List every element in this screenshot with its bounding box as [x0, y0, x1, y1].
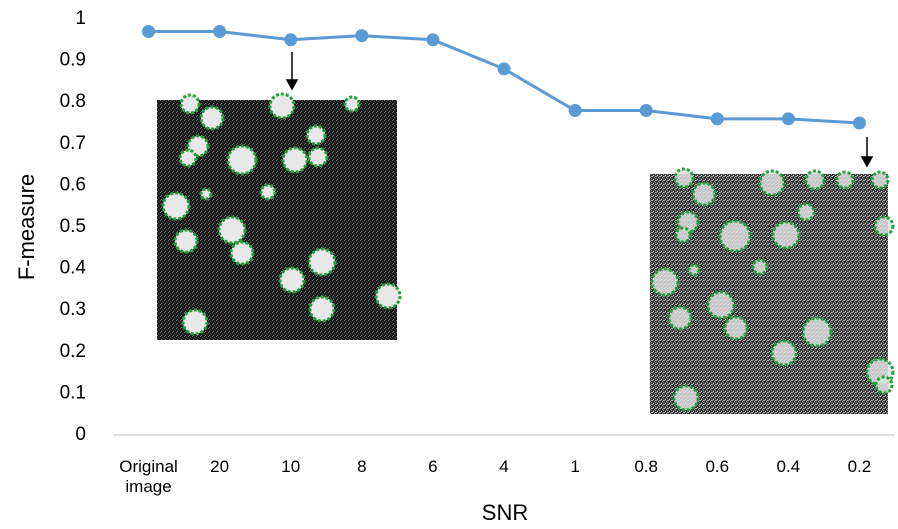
x-axis-title: SNR	[482, 500, 528, 525]
x-tick-label: 0.6	[705, 457, 730, 476]
x-tick-label: 0.8	[634, 457, 658, 476]
y-tick-label: 0.7	[60, 133, 86, 154]
data-point	[639, 104, 653, 118]
x-tick-label: 0.4	[776, 457, 801, 476]
y-tick-label: 1	[75, 8, 86, 29]
inset-image-high-snr	[157, 92, 402, 340]
x-tick-label: 10	[281, 457, 301, 476]
x-tick-label: 6	[428, 457, 438, 476]
data-point	[497, 62, 511, 76]
data-point	[142, 24, 156, 38]
data-point	[355, 29, 369, 43]
y-tick-label: 0	[75, 424, 86, 445]
y-axis-title: F-measure	[14, 174, 39, 280]
y-tick-label: 0.3	[60, 299, 86, 320]
y-tick-label: 0.4	[60, 258, 87, 279]
x-tick-label: Original image	[119, 457, 178, 496]
inset-image-low-snr	[650, 167, 895, 414]
data-point	[426, 33, 440, 47]
data-point	[568, 104, 582, 118]
data-point	[213, 24, 227, 38]
y-tick-label: 0.5	[60, 216, 86, 237]
x-tick-label: 1	[570, 457, 580, 476]
data-point	[781, 112, 795, 126]
data-point	[284, 33, 298, 47]
y-tick-label: 0.2	[60, 341, 86, 362]
data-point	[852, 116, 866, 130]
x-tick-label: 0.2	[847, 457, 872, 476]
x-tick-label: 4	[499, 457, 509, 476]
y-tick-label: 0.8	[60, 91, 86, 112]
y-tick-label: 0.1	[60, 382, 86, 403]
y-tick-label: 0.6	[60, 174, 86, 195]
data-point	[710, 112, 724, 126]
x-tick-label: 8	[357, 457, 367, 476]
y-tick-label: 0.9	[60, 50, 86, 71]
arrows	[285, 52, 874, 168]
x-tick-label: 20	[210, 457, 230, 476]
